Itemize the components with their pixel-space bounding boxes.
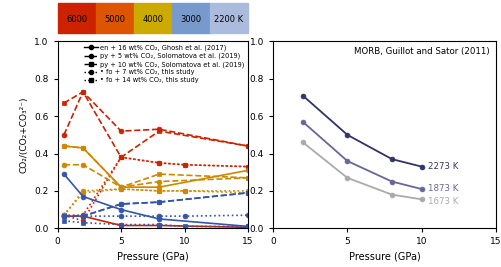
- Text: MORB, Guillot and Sator (2011): MORB, Guillot and Sator (2011): [354, 47, 489, 56]
- Text: 1873 K: 1873 K: [428, 184, 458, 193]
- X-axis label: Pressure (GPa): Pressure (GPa): [117, 252, 189, 262]
- Bar: [172, 3, 210, 33]
- X-axis label: Pressure (GPa): Pressure (GPa): [349, 252, 420, 262]
- Text: 2200 K: 2200 K: [214, 15, 243, 24]
- Text: 4000: 4000: [142, 15, 163, 24]
- Legend: en + 16 wt% CO₂, Ghosh et al. (2017), py + 5 wt% CO₂, Solomatova et al. (2019), : en + 16 wt% CO₂, Ghosh et al. (2017), py…: [83, 43, 246, 84]
- Bar: [134, 3, 172, 33]
- Text: 6000: 6000: [66, 15, 87, 24]
- Y-axis label: CO₂/(CO₂+CO₃²⁻): CO₂/(CO₂+CO₃²⁻): [20, 97, 29, 173]
- Text: 1673 K: 1673 K: [428, 197, 458, 206]
- Bar: [58, 3, 96, 33]
- Text: 3000: 3000: [180, 15, 201, 24]
- Text: 2273 K: 2273 K: [428, 162, 458, 171]
- Bar: [96, 3, 134, 33]
- Bar: [210, 3, 248, 33]
- Text: 5000: 5000: [104, 15, 125, 24]
